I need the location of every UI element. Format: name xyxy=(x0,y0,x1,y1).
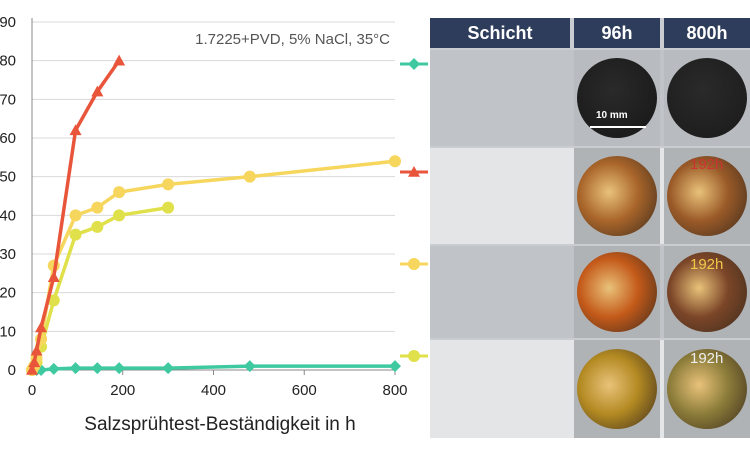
circle-marker xyxy=(162,178,175,191)
diamond-marker xyxy=(91,362,104,375)
sample-cell-800h: 192h xyxy=(664,246,750,338)
coating-table: Schicht 96h 800h 10 mm 192h 192h 192h xyxy=(430,18,750,438)
x-tick-label: 800 xyxy=(382,382,407,399)
y-tick-label: 80 xyxy=(0,53,16,70)
y-tick-label: 50 xyxy=(0,169,16,186)
scale-bar xyxy=(590,126,646,128)
hours-note: 192h xyxy=(690,156,724,173)
header-800h: 800h xyxy=(664,18,750,48)
diamond-marker xyxy=(47,362,60,375)
series-line xyxy=(30,159,396,371)
circle-marker xyxy=(91,220,104,233)
y-tick-label: 40 xyxy=(0,207,16,224)
diamond-marker xyxy=(408,58,420,70)
chart-annotation: 1.7225+PVD, 5% NaCl, 35°C xyxy=(195,31,390,48)
triangle-marker xyxy=(28,356,41,368)
series-1 xyxy=(26,155,401,376)
series-0 xyxy=(26,54,126,375)
triangle-marker xyxy=(47,271,60,282)
sample-cell-96h xyxy=(574,148,660,244)
header-schicht: Schicht xyxy=(430,18,570,48)
diamond-marker xyxy=(113,362,126,375)
sample-cell-96h: 10 mm xyxy=(574,50,660,146)
y-tick-label: 10 xyxy=(0,323,16,340)
diamond-marker xyxy=(389,360,401,373)
hours-note: 192h xyxy=(690,350,724,367)
y-tick-label: 90 xyxy=(0,14,16,31)
chart-series-layer xyxy=(26,54,401,376)
circle-marker xyxy=(389,155,401,168)
scale-bar-label: 10 mm xyxy=(596,110,628,121)
circle-marker xyxy=(69,209,82,222)
triangle-marker xyxy=(35,321,48,333)
triangle-marker xyxy=(69,124,82,136)
triangle-marker xyxy=(408,166,420,177)
sample-cell-800h: 192h xyxy=(664,148,750,244)
sample-cell-800h xyxy=(664,50,750,146)
header-96h: 96h xyxy=(574,18,660,48)
circle-marker xyxy=(113,186,126,199)
diamond-marker xyxy=(69,362,82,375)
chart-axes: 0 10 20 30 40 50 60 70 80 90 0 200 400 600 800 xyxy=(0,14,408,399)
sample-disk xyxy=(577,349,657,429)
sample-disk xyxy=(577,156,657,236)
triangle-marker xyxy=(26,364,38,375)
circle-marker xyxy=(243,170,256,183)
diamond-marker xyxy=(162,362,175,375)
triangle-marker xyxy=(30,344,43,356)
sample-cell-96h xyxy=(574,340,660,438)
sample-disk xyxy=(667,58,747,138)
x-tick-label: 200 xyxy=(110,382,135,399)
y-tick-label: 0 xyxy=(8,362,16,379)
x-tick-label: 400 xyxy=(201,382,226,399)
y-tick-label: 70 xyxy=(0,91,16,108)
series-line xyxy=(32,364,395,372)
y-tick-label: 30 xyxy=(0,246,16,263)
circle-marker xyxy=(162,201,175,214)
triangle-marker xyxy=(113,54,126,66)
sample-cell-800h: 192h xyxy=(664,340,750,438)
triangle-marker xyxy=(91,85,104,97)
sample-disk xyxy=(577,252,657,332)
circle-marker xyxy=(69,228,82,241)
circle-marker xyxy=(91,201,104,214)
sample-disk xyxy=(667,349,747,429)
circle-marker xyxy=(408,258,420,270)
chart-grid xyxy=(32,21,395,371)
y-tick-label: 60 xyxy=(0,130,16,147)
circle-marker xyxy=(47,294,60,307)
circle-marker xyxy=(113,209,126,222)
x-axis-label: Salzsprühtest-Beständigkeit in h xyxy=(84,414,355,435)
diamond-marker xyxy=(243,360,256,373)
sample-disk xyxy=(577,58,657,138)
hours-note: 192h xyxy=(690,256,724,273)
sample-disk xyxy=(667,156,747,236)
y-tick-label: 20 xyxy=(0,285,16,302)
sample-disk xyxy=(667,252,747,332)
x-tick-label: 600 xyxy=(292,382,317,399)
x-tick-label: 0 xyxy=(28,382,36,399)
sample-cell-96h xyxy=(574,246,660,338)
circle-marker xyxy=(408,350,420,362)
